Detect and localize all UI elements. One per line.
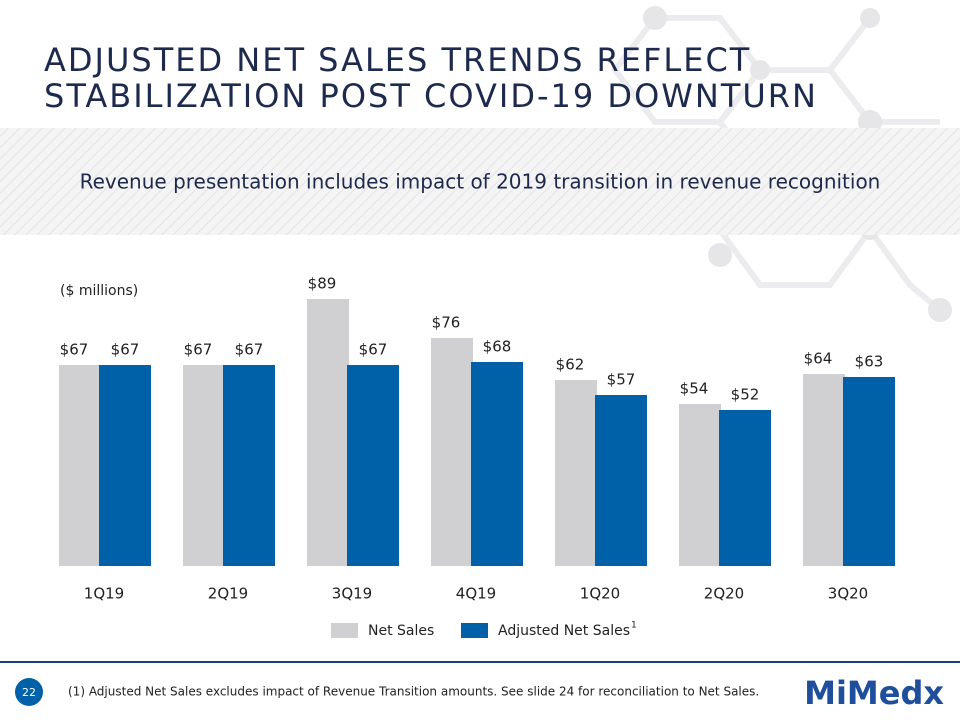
x-tick-label: 2Q19 xyxy=(208,585,248,603)
legend: Net Sales Adjusted Net Sales 1 xyxy=(331,621,637,639)
bar xyxy=(99,365,151,566)
value-label: $52 xyxy=(731,386,760,404)
bar xyxy=(183,365,225,566)
bar xyxy=(555,380,597,566)
x-tick-label: 3Q20 xyxy=(828,585,868,603)
bar xyxy=(843,377,895,566)
value-label: $68 xyxy=(483,338,512,356)
legend-superscript: 1 xyxy=(631,621,637,631)
logo: MiMedx xyxy=(804,674,944,712)
legend-label: Net Sales xyxy=(368,623,434,639)
page-number-badge xyxy=(15,678,43,706)
bar xyxy=(719,410,771,566)
x-tick-label: 1Q20 xyxy=(580,585,620,603)
bar xyxy=(803,374,845,566)
value-label: $67 xyxy=(111,341,140,359)
bar xyxy=(307,299,349,566)
value-label: $76 xyxy=(432,314,461,332)
bar xyxy=(347,365,399,566)
title-line: ADJUSTED NET SALES TRENDS REFLECT xyxy=(44,41,751,79)
chart: 1Q19 $67 $67 2Q19 $67 $67 3Q19 $89 $67 4Q19 $76 $68… xyxy=(59,275,895,603)
value-label: $67 xyxy=(359,341,388,359)
value-label: $67 xyxy=(235,341,264,359)
value-label: $64 xyxy=(804,350,833,368)
units-label: ($ millions) xyxy=(60,283,138,299)
value-label: $67 xyxy=(184,341,213,359)
subtitle-band xyxy=(0,128,960,235)
bar xyxy=(223,365,275,566)
subtitle: Revenue presentation includes impact of … xyxy=(80,170,881,194)
legend-swatch xyxy=(461,623,488,638)
value-label: $89 xyxy=(308,275,337,293)
x-tick-label: 3Q19 xyxy=(332,585,372,603)
title-line: STABILIZATION POST COVID-19 DOWNTURN xyxy=(44,77,818,115)
x-tick-label: 2Q20 xyxy=(704,585,744,603)
bar xyxy=(471,362,523,566)
value-label: $62 xyxy=(556,356,585,374)
legend-label: Adjusted Net Sales xyxy=(498,623,630,639)
value-label: $57 xyxy=(607,371,636,389)
value-label: $63 xyxy=(855,353,884,371)
x-tick-label: 4Q19 xyxy=(456,585,496,603)
bar xyxy=(595,395,647,566)
value-label: $54 xyxy=(680,380,709,398)
page-number: 22 xyxy=(22,686,36,699)
footnote: (1) Adjusted Net Sales excludes impact o… xyxy=(68,685,759,699)
bar xyxy=(431,338,473,566)
bar xyxy=(59,365,101,566)
value-label: $67 xyxy=(60,341,89,359)
x-tick-label: 1Q19 xyxy=(84,585,124,603)
legend-swatch xyxy=(331,623,358,638)
bar xyxy=(679,404,721,566)
